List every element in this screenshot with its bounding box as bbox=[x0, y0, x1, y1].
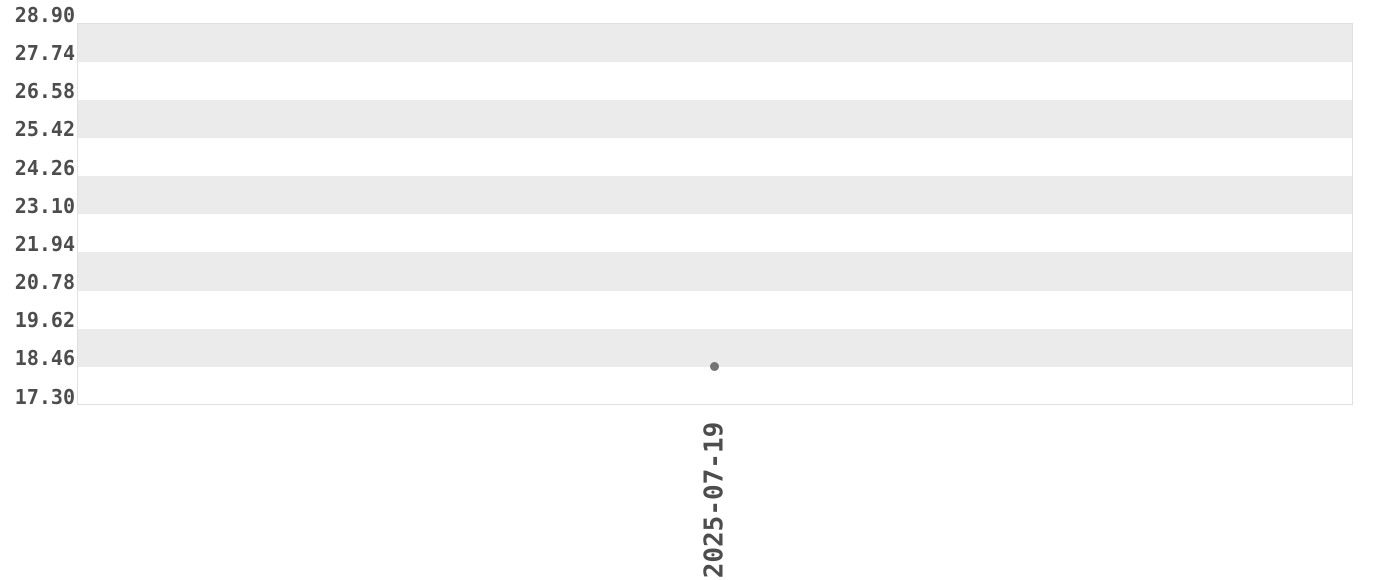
y-tick-label: 18.46 bbox=[14, 346, 75, 371]
y-tick-label: 23.10 bbox=[14, 193, 75, 218]
y-tick-label: 27.74 bbox=[14, 41, 75, 66]
y-tick-label: 26.58 bbox=[14, 79, 75, 104]
grid-band bbox=[78, 252, 1353, 291]
y-tick-label: 24.26 bbox=[14, 155, 75, 180]
y-tick-label: 20.78 bbox=[14, 270, 75, 295]
x-axis-tick-label: 2025-07-19 bbox=[699, 421, 730, 579]
grid-band bbox=[78, 23, 1353, 62]
grid-band bbox=[78, 176, 1353, 215]
y-tick-label: 25.42 bbox=[14, 117, 75, 142]
y-tick-label: 28.90 bbox=[14, 3, 75, 27]
y-tick-label: 17.30 bbox=[14, 384, 75, 409]
grid-band bbox=[78, 99, 1353, 138]
y-tick-label: 21.94 bbox=[14, 231, 75, 256]
data-point bbox=[709, 362, 719, 372]
x-tick-date-text: 2025-07-19 bbox=[699, 421, 730, 579]
y-tick-label: 19.62 bbox=[14, 308, 75, 333]
grid-band bbox=[78, 328, 1353, 367]
